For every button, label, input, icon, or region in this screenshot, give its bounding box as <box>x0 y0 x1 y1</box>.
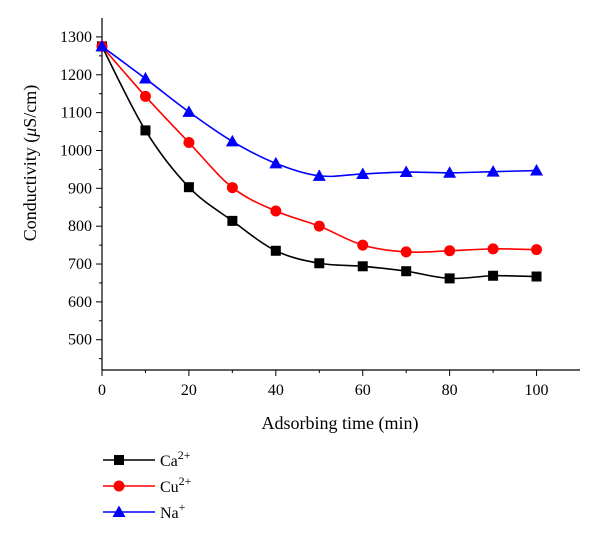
data-point-square <box>270 245 281 256</box>
y-axis-label-part: S/cm) <box>20 85 41 128</box>
y-tick-label: 1000 <box>60 142 92 159</box>
data-point-triangle <box>95 39 109 52</box>
legend-label-base: Ca <box>160 453 178 470</box>
legend-label-base: Cu <box>160 479 179 496</box>
data-point-triangle <box>530 164 544 176</box>
data-point-square <box>488 270 499 281</box>
data-point-circle <box>487 243 499 255</box>
x-tick-label: 60 <box>355 382 371 399</box>
legend-label-superscript: 2+ <box>179 474 192 488</box>
legend-marker-circle <box>113 480 125 492</box>
data-point-triangle <box>356 167 370 179</box>
legend-item: Ca2+ <box>103 448 191 470</box>
y-tick-label: 600 <box>68 294 92 311</box>
data-point-circle <box>270 205 282 217</box>
axis-ticks: 0 20 40 60 80 100 500 600 700 800 900 1000 1100 1200 1… <box>60 29 549 399</box>
legend-item: Cu2+ <box>103 474 192 496</box>
legend-label-superscript: + <box>179 500 186 514</box>
legend-marker-square <box>114 455 124 465</box>
series-line <box>101 46 537 280</box>
data-point-triangle <box>312 169 326 181</box>
data-point-square <box>314 258 325 269</box>
data-point-triangle <box>182 105 196 117</box>
x-axis-label: Adsorbing time (min) <box>262 413 419 434</box>
legend-label-base: Na <box>160 505 179 522</box>
data-point-square <box>183 182 194 193</box>
data-point-triangle <box>399 165 413 178</box>
series-layer <box>95 39 544 284</box>
legend-label: Na+ <box>160 500 186 522</box>
data-point-square <box>140 125 151 136</box>
x-tick-label: 80 <box>442 382 458 399</box>
data-point-circle <box>444 245 456 257</box>
legend-label-superscript: 2+ <box>178 448 191 462</box>
data-point-circle <box>139 90 151 102</box>
x-tick-label: 40 <box>268 382 284 399</box>
series-ca <box>97 41 542 284</box>
series-cu <box>96 40 543 258</box>
y-axis-label: Conductivity (μS/cm) <box>20 85 41 242</box>
data-point-circle <box>183 137 195 149</box>
y-tick-label: 1200 <box>60 67 92 84</box>
series-line <box>101 45 537 178</box>
x-tick-label: 0 <box>98 382 106 399</box>
data-point-triangle <box>225 134 239 147</box>
y-tick-label: 1300 <box>60 29 92 46</box>
x-tick-label: 100 <box>525 382 549 399</box>
y-tick-label: 900 <box>68 180 92 197</box>
data-point-square <box>227 215 238 226</box>
data-point-triangle <box>269 156 283 169</box>
y-axis-label-part: Conductivity ( <box>20 137 41 242</box>
data-point-circle <box>313 220 325 232</box>
y-tick-label: 700 <box>68 256 92 273</box>
data-point-circle <box>531 244 543 256</box>
data-point-square <box>401 266 412 277</box>
y-axis-label-unit-prefix: μ <box>20 128 40 138</box>
legend-label: Ca2+ <box>160 448 191 470</box>
data-point-square <box>357 261 368 272</box>
series-na <box>95 39 544 181</box>
y-tick-label: 1100 <box>61 105 92 122</box>
data-point-square <box>444 273 455 284</box>
legend: Ca2+Cu2+Na+ <box>103 448 192 522</box>
x-tick-label: 20 <box>181 382 197 399</box>
data-point-circle <box>357 239 369 251</box>
data-point-circle <box>226 182 238 194</box>
data-point-square <box>531 271 542 282</box>
y-tick-label: 500 <box>68 332 92 349</box>
axes <box>101 18 580 371</box>
y-tick-label: 800 <box>68 218 92 235</box>
data-point-triangle <box>486 165 500 177</box>
legend-label: Cu2+ <box>160 474 192 496</box>
data-point-circle <box>400 246 412 258</box>
data-point-triangle <box>138 72 152 84</box>
data-point-triangle <box>443 166 457 178</box>
legend-marker-triangle <box>112 505 126 517</box>
legend-item: Na+ <box>103 500 186 522</box>
